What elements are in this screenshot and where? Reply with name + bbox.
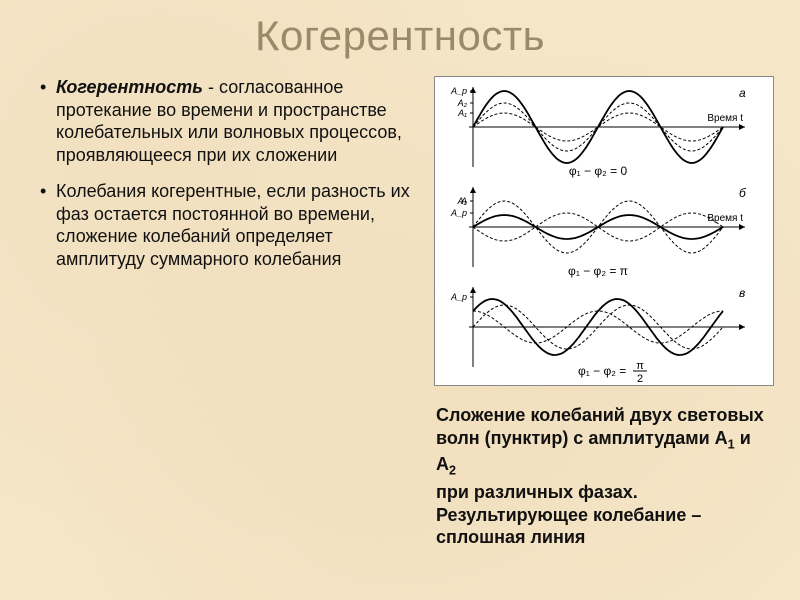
bullet-1: Когерентность - согласованное протекание… <box>40 76 418 166</box>
wave-diagram: A_pA₂A₁Время tаφ₁ − φ₂ = 0AA_pA₂Время tб… <box>434 76 774 386</box>
svg-text:в: в <box>739 286 745 300</box>
caption-line2: при различных фазах. Результирующее коле… <box>436 481 774 549</box>
svg-text:φ₁ − φ₂ = π: φ₁ − φ₂ = π <box>568 264 628 278</box>
svg-text:φ₁ − φ₂ =: φ₁ − φ₂ = <box>578 364 626 378</box>
svg-text:A₂: A₂ <box>457 196 468 206</box>
svg-text:A_p: A_p <box>450 292 467 302</box>
diagram-caption: Сложение колебаний двух световых волн (п… <box>436 404 774 551</box>
svg-text:A₂: A₂ <box>457 98 468 108</box>
svg-text:π: π <box>636 360 644 372</box>
bullet-2: Колебания когерентные, если разность их … <box>40 180 418 270</box>
caption-sub1: 1 <box>728 437 735 451</box>
svg-text:A₁: A₁ <box>457 108 467 118</box>
svg-text:φ₁ − φ₂ = 0: φ₁ − φ₂ = 0 <box>569 164 628 178</box>
svg-text:A_p: A_p <box>450 86 467 96</box>
svg-text:Время t: Время t <box>707 113 743 124</box>
svg-text:Время t: Время t <box>707 213 743 224</box>
caption-line1a: Сложение колебаний двух световых волн (п… <box>436 405 764 448</box>
svg-text:2: 2 <box>637 373 643 385</box>
svg-text:б: б <box>739 186 747 200</box>
bullet-1-term: Когерентность <box>56 77 203 97</box>
page-title: Когерентность <box>28 12 772 60</box>
svg-text:A_p: A_p <box>450 208 467 218</box>
svg-text:а: а <box>739 86 746 100</box>
text-column: Когерентность - согласованное протекание… <box>28 76 418 551</box>
caption-sub2: 2 <box>449 463 456 477</box>
